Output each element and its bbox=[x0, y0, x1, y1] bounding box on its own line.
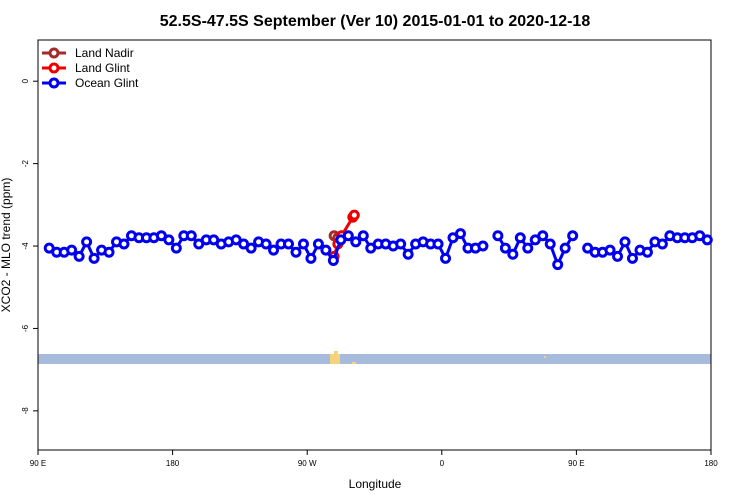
x-tick-label: 90 E bbox=[568, 459, 584, 468]
data-point bbox=[514, 232, 526, 244]
data-point bbox=[350, 236, 362, 248]
data-point bbox=[305, 252, 317, 264]
data-point bbox=[507, 248, 519, 260]
data-point bbox=[327, 254, 339, 266]
land-ocean-strip bbox=[38, 351, 711, 364]
legend-label: Land Nadir bbox=[75, 46, 134, 60]
y-tick-label: -6 bbox=[21, 324, 30, 332]
x-tick-label: 90 E bbox=[30, 459, 46, 468]
chart-title: 52.5S-47.5S September (Ver 10) 2015-01-0… bbox=[160, 13, 591, 30]
data-point bbox=[81, 236, 93, 248]
data-point bbox=[268, 244, 280, 256]
x-tick-label: 180 bbox=[166, 459, 180, 468]
data-point bbox=[641, 246, 653, 258]
data-point bbox=[283, 238, 295, 250]
data-point bbox=[73, 250, 85, 262]
data-point bbox=[66, 244, 78, 256]
data-point bbox=[619, 236, 631, 248]
data-point bbox=[656, 238, 668, 250]
data-point bbox=[432, 238, 444, 250]
data-point bbox=[567, 230, 579, 242]
legend-label: Land Glint bbox=[75, 61, 130, 75]
legend-label: Ocean Glint bbox=[75, 76, 139, 90]
x-tick-label: 90 W bbox=[298, 459, 317, 468]
data-point bbox=[357, 230, 369, 242]
data-point bbox=[544, 238, 556, 250]
data-point bbox=[170, 242, 182, 254]
x-tick-label: 0 bbox=[440, 459, 445, 468]
data-point bbox=[559, 242, 571, 254]
data-point bbox=[492, 230, 504, 242]
data-point bbox=[260, 238, 272, 250]
data-point bbox=[402, 248, 414, 260]
x-axis-label: Longitude bbox=[349, 477, 402, 491]
data-point bbox=[290, 246, 302, 258]
data-point bbox=[348, 209, 360, 221]
y-tick-label: -8 bbox=[21, 407, 30, 415]
data-point bbox=[395, 238, 407, 250]
data-point bbox=[88, 252, 100, 264]
data-point bbox=[552, 259, 564, 271]
legend-marker bbox=[48, 62, 60, 74]
data-point bbox=[245, 242, 257, 254]
data-point bbox=[297, 238, 309, 250]
data-point bbox=[612, 250, 624, 262]
data-point bbox=[118, 238, 130, 250]
data-point bbox=[342, 230, 354, 242]
legend-marker bbox=[48, 47, 60, 59]
y-axis-label: XCO2 - MLO trend (ppm) bbox=[0, 178, 13, 313]
data-point bbox=[537, 230, 549, 242]
y-tick-label: 0 bbox=[21, 78, 30, 83]
data-point bbox=[185, 230, 197, 242]
data-point bbox=[163, 234, 175, 246]
data-point bbox=[604, 244, 616, 256]
x-tick-label: 180 bbox=[704, 459, 718, 468]
y-tick-label: -4 bbox=[21, 242, 30, 250]
data-point bbox=[701, 234, 713, 246]
data-point bbox=[477, 240, 489, 252]
data-point bbox=[440, 252, 452, 264]
y-tick-label: -2 bbox=[21, 160, 30, 168]
data-point bbox=[499, 242, 511, 254]
plot-frame bbox=[37, 39, 712, 451]
data-point bbox=[312, 238, 324, 250]
data-point bbox=[522, 242, 534, 254]
data-point bbox=[103, 246, 115, 258]
data-point bbox=[626, 252, 638, 264]
data-point bbox=[454, 228, 466, 240]
data-point bbox=[320, 244, 332, 256]
legend-marker bbox=[48, 77, 60, 89]
